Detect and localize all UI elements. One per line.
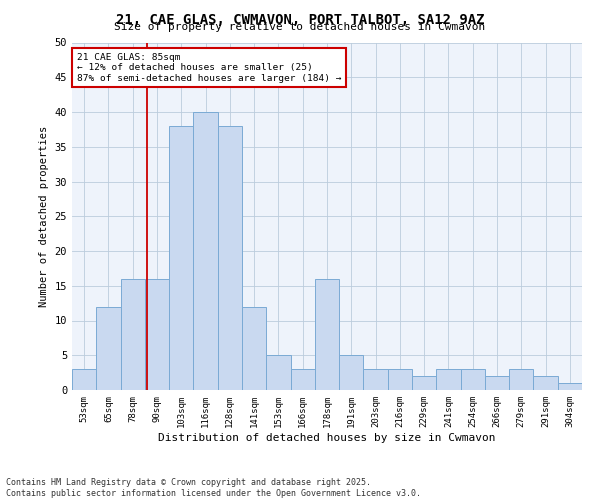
Text: Contains HM Land Registry data © Crown copyright and database right 2025.
Contai: Contains HM Land Registry data © Crown c… bbox=[6, 478, 421, 498]
Bar bbox=[364, 369, 388, 390]
Bar bbox=[339, 355, 364, 390]
Bar bbox=[96, 306, 121, 390]
Bar bbox=[145, 279, 169, 390]
Y-axis label: Number of detached properties: Number of detached properties bbox=[39, 126, 49, 307]
Bar bbox=[461, 369, 485, 390]
Text: 21 CAE GLAS: 85sqm
← 12% of detached houses are smaller (25)
87% of semi-detache: 21 CAE GLAS: 85sqm ← 12% of detached hou… bbox=[77, 53, 341, 82]
Bar bbox=[72, 369, 96, 390]
Bar bbox=[169, 126, 193, 390]
Bar bbox=[485, 376, 509, 390]
Bar bbox=[315, 279, 339, 390]
Bar bbox=[193, 112, 218, 390]
X-axis label: Distribution of detached houses by size in Cwmavon: Distribution of detached houses by size … bbox=[158, 432, 496, 442]
Bar bbox=[290, 369, 315, 390]
Bar bbox=[509, 369, 533, 390]
Bar bbox=[533, 376, 558, 390]
Bar bbox=[388, 369, 412, 390]
Bar bbox=[242, 306, 266, 390]
Bar bbox=[121, 279, 145, 390]
Bar bbox=[558, 383, 582, 390]
Text: Size of property relative to detached houses in Cwmavon: Size of property relative to detached ho… bbox=[115, 22, 485, 32]
Bar bbox=[436, 369, 461, 390]
Bar bbox=[266, 355, 290, 390]
Bar bbox=[412, 376, 436, 390]
Text: 21, CAE GLAS, CWMAVON, PORT TALBOT, SA12 9AZ: 21, CAE GLAS, CWMAVON, PORT TALBOT, SA12… bbox=[116, 12, 484, 26]
Bar bbox=[218, 126, 242, 390]
